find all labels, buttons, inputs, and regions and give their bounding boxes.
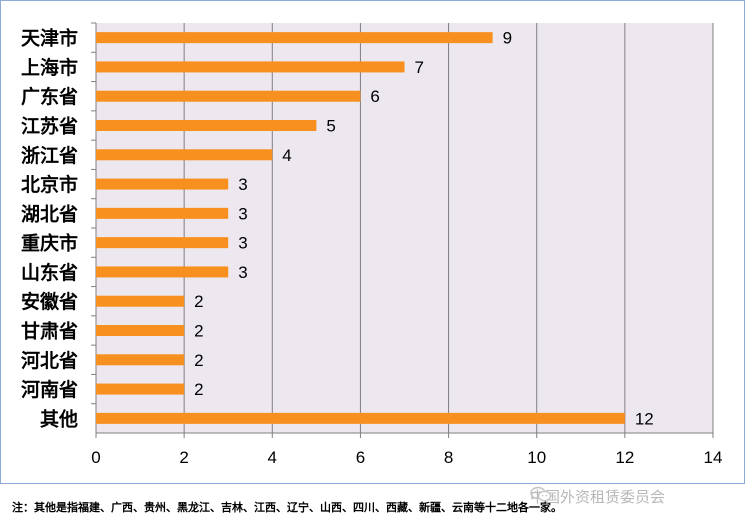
category-label: 河北省: [21, 350, 78, 372]
category-label: 河南省: [21, 379, 78, 401]
bar: [96, 237, 229, 249]
category-label: 上海市: [21, 56, 78, 79]
x-tick-label: 6: [356, 448, 365, 467]
footnote: 注：其他是指福建、广西、贵州、黑龙江、吉林、江西、辽宁、山西、四川、西藏、新疆、…: [12, 501, 562, 514]
data-label: 2: [194, 380, 203, 399]
category-label: 广东省: [21, 85, 78, 108]
data-label: 3: [238, 234, 247, 253]
watermark-text: 中国外资租赁委员会: [530, 488, 666, 506]
bar: [96, 90, 361, 102]
data-label: 2: [194, 351, 203, 370]
bar: [96, 178, 229, 190]
category-label: 浙江省: [21, 144, 78, 167]
bar: [96, 383, 185, 395]
plot-area: [96, 23, 713, 433]
bar: [96, 354, 185, 366]
wechat-icon: [530, 486, 552, 502]
category-label: 其他: [40, 407, 78, 430]
x-tick-label: 8: [444, 448, 453, 467]
x-tick-label: 10: [527, 448, 546, 467]
x-tick-label: 2: [179, 448, 188, 467]
bar-chart: 0 2 4 6 8 10 12 14 9 天津市 7 上海市 6 广东省 5 江苏省 4 浙江省 3 北京市 3 湖北省 3…: [21, 22, 723, 467]
x-tick-label: 12: [615, 448, 634, 467]
data-label: 2: [194, 322, 203, 341]
bar: [96, 149, 273, 161]
x-tick-label: 4: [268, 448, 277, 467]
category-label: 北京市: [21, 173, 78, 196]
bar: [96, 207, 229, 219]
data-label: 6: [370, 87, 379, 106]
category-label: 安徽省: [21, 290, 78, 313]
bar: [96, 120, 317, 131]
category-label: 山东省: [21, 261, 78, 284]
bar: [96, 266, 229, 278]
category-label: 重庆市: [21, 232, 78, 255]
bar: [96, 61, 405, 73]
category-label: 湖北省: [21, 203, 78, 225]
data-label: 12: [635, 409, 654, 428]
data-label: 2: [194, 292, 203, 311]
data-label: 7: [415, 58, 424, 77]
x-tick-label: 0: [91, 448, 100, 467]
data-label: 9: [503, 29, 512, 48]
category-label: 天津市: [21, 27, 78, 50]
data-label: 5: [326, 117, 335, 136]
bar: [96, 325, 185, 336]
bar: [96, 295, 185, 307]
category-label: 甘肃省: [21, 320, 78, 343]
watermark: 中国外资租赁委员会: [530, 486, 665, 507]
data-label: 3: [238, 204, 247, 223]
bar: [96, 412, 625, 424]
data-label: 3: [238, 175, 247, 194]
category-label: 江苏省: [21, 115, 78, 138]
data-label: 4: [282, 146, 291, 165]
data-label: 3: [238, 263, 247, 282]
x-tick-label: 14: [704, 448, 723, 467]
bar: [96, 32, 493, 44]
